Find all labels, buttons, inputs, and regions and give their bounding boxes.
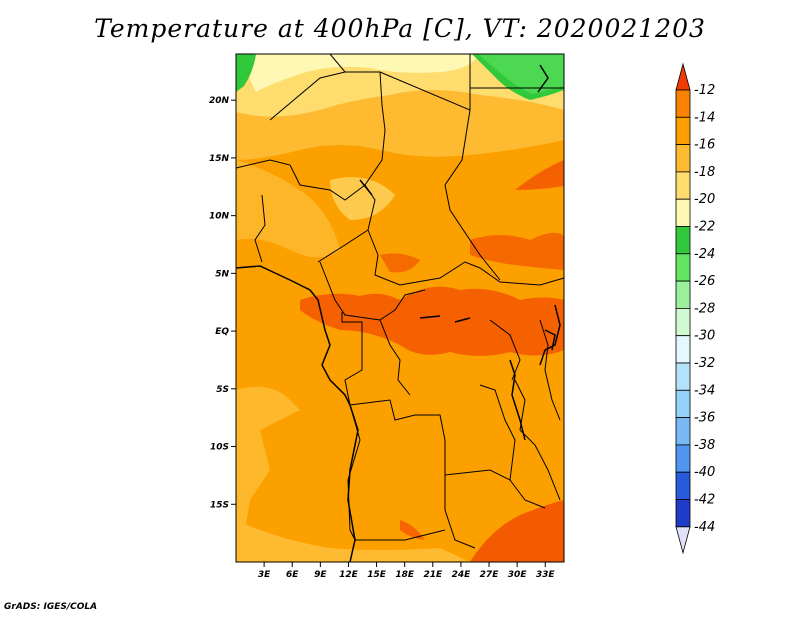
colorbar-label: -18 [694, 165, 715, 180]
lat-label: 5N [215, 269, 229, 279]
colorbar-segment [675, 362, 691, 391]
lon-label: 15E [367, 570, 387, 580]
contour-equatorial-14 [300, 286, 564, 356]
colorbar-segment [675, 280, 691, 309]
latitude-axis: 20N 15N 10N 5N EQ 5S 10S 15S [209, 96, 236, 510]
lon-label: 6E [286, 570, 299, 580]
colorbar-label: -30 [694, 329, 715, 344]
map-frame [235, 53, 565, 563]
colorbar-segment [675, 116, 691, 146]
colorbar-label: -38 [694, 438, 715, 453]
colorbar-label: -32 [694, 356, 715, 371]
colorbar-label: -12 [694, 83, 715, 98]
contour-north-band-20 [236, 54, 564, 117]
contour-north-band-22 [250, 54, 480, 92]
lat-label: 10S [210, 443, 229, 453]
colorbar-segment [675, 417, 691, 446]
map-area [235, 53, 565, 563]
colorbar-segment [675, 471, 691, 500]
lon-label: 12E [339, 570, 359, 580]
colorbar-segment [675, 307, 691, 337]
lon-label: 3E [258, 570, 271, 580]
coastlines [235, 64, 561, 563]
colorbar-label: -20 [694, 192, 715, 207]
contour-east-14 [470, 232, 564, 270]
lat-label: EQ [215, 327, 229, 337]
colorbar-segment [675, 198, 691, 227]
colorbar-label: -42 [694, 493, 715, 508]
colorbar-segment [675, 171, 691, 200]
chart-title: Temperature at 400hPa [C], VT: 202002120… [94, 14, 706, 43]
lon-label: 27E [480, 570, 500, 580]
contour-southeast-14 [470, 500, 564, 562]
colorbar-label: -40 [694, 465, 715, 480]
contour-south-band [236, 520, 470, 562]
colorbar-label: -26 [694, 274, 715, 289]
lat-label: 5S [216, 385, 229, 395]
colorbar-label: -22 [694, 220, 715, 235]
lon-label: 30E [508, 570, 528, 580]
colorbar-label: -14 [694, 110, 715, 125]
contour-central-14 [380, 253, 420, 273]
colorbar-legend: -12 -14 -16 -18 -20 -22 -24 -26 -28 -30 -32 -34 -36 -… [675, 62, 715, 555]
contour-warm-south [236, 386, 300, 562]
colorbar-segment [675, 499, 691, 528]
lon-label: 33E [536, 570, 556, 580]
colorbar-segment [675, 89, 691, 118]
colorbar-label: -16 [694, 138, 715, 153]
country-borders [235, 53, 565, 549]
lon-label: 24E [452, 570, 472, 580]
lat-label: 15N [209, 154, 230, 164]
lat-label: 20N [209, 96, 230, 106]
colorbar-segment [675, 389, 691, 418]
lat-label: 10N [209, 212, 230, 222]
colorbar-segment [675, 253, 691, 282]
colorbar-label: -34 [694, 383, 715, 398]
colorbar-label: -24 [694, 247, 715, 262]
colorbar-segment [675, 335, 691, 364]
contour-green-northeast-light [478, 54, 564, 94]
contour-northeast-14 [515, 160, 564, 190]
colorbar-segment [675, 444, 691, 473]
contour-green-northwest [236, 54, 256, 92]
contour-central-patch [330, 177, 395, 220]
colorbar-top-arrow [675, 62, 691, 91]
contour-south-14 [400, 520, 425, 540]
colorbar-label: -36 [694, 411, 715, 426]
colorbar-bottom-arrow [675, 526, 691, 555]
lon-label: 9E [314, 570, 327, 580]
lat-label: 15S [210, 500, 229, 510]
lon-label: 18E [395, 570, 415, 580]
credit-label: GrADS: IGES/COLA [4, 602, 98, 612]
colorbar-label: -28 [694, 301, 715, 316]
colorbar-label: -44 [694, 520, 715, 535]
lon-label: 21E [423, 570, 443, 580]
colorbar-segment [675, 144, 691, 173]
longitude-axis: 3E 6E 9E 12E 15E 18E 21E 24E 27E 30E 33E [258, 562, 556, 580]
colorbar-segment [675, 226, 691, 255]
contour-west-patch [236, 160, 340, 258]
